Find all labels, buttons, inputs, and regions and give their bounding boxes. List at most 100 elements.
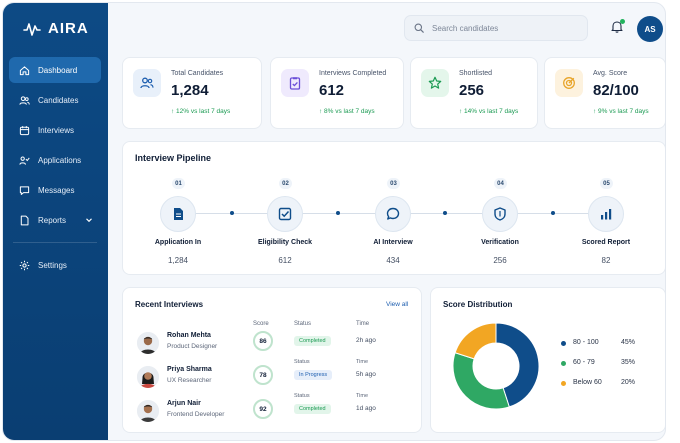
avatar: [137, 400, 159, 422]
bar-chart-icon: [601, 209, 612, 220]
logo[interactable]: AIRA: [23, 20, 89, 37]
step-name: Scored Report: [581, 239, 631, 246]
star-icon: [428, 76, 442, 89]
score-ring: 92: [253, 399, 273, 419]
step-icon-circle: [482, 196, 518, 232]
step-icon-circle: [375, 196, 411, 232]
stat-card-avg-score: Avg. Score 82/100 ↑ 9% vs last 7 days: [544, 57, 665, 129]
sidebar-item-interviews[interactable]: Interviews: [9, 117, 101, 143]
recent-interviews-card: Recent Interviews View all Score Status …: [122, 287, 422, 433]
sidebar-nav: Dashboard Candidates Interviews Applicat…: [9, 57, 101, 282]
sidebar-item-applications[interactable]: Applications: [9, 147, 101, 173]
donut-slice-1[interactable]: [495, 322, 540, 408]
stat-value: 82/100: [593, 82, 639, 99]
search-placeholder: Search candidates: [432, 23, 499, 33]
col-header-time: Time: [356, 321, 370, 327]
step-number: 03: [387, 178, 400, 189]
avatar: [137, 332, 159, 354]
main-content: Search candidates AS Total Candidates 1,…: [108, 3, 665, 440]
sidebar-item-label: Messages: [38, 185, 75, 195]
view-all-link[interactable]: View all: [386, 301, 409, 308]
table-row[interactable]: Status Time Arjun Nair Frontend Develope…: [127, 393, 403, 435]
sidebar-item-label: Applications: [38, 155, 82, 165]
pipeline-dot: [443, 211, 447, 215]
legend-label: Below 60: [573, 379, 602, 386]
pipeline-dot: [551, 211, 555, 215]
bell-icon: [611, 21, 623, 33]
sidebar-item-settings[interactable]: Settings: [9, 252, 101, 278]
score-ring: 78: [253, 365, 273, 385]
stat-trend: ↑ 14% vs last 7 days: [459, 108, 519, 115]
step-count: 256: [493, 256, 507, 265]
stat-label: Interviews Completed: [319, 70, 387, 77]
stat-card-shortlisted: Shortlisted 256 ↑ 14% vs last 7 days: [410, 57, 538, 129]
step-number: 04: [494, 178, 507, 189]
legend-label: 80 - 100: [573, 339, 599, 346]
user-avatar[interactable]: AS: [637, 16, 663, 42]
time-column-label: Time: [356, 359, 369, 365]
app-name: AIRA: [48, 20, 89, 37]
table-row[interactable]: Rohan Mehta Product Designer 86 Complete…: [127, 329, 403, 367]
donut-chart: [452, 322, 540, 410]
document-icon: [173, 208, 183, 220]
clipboard-check-icon: [289, 77, 301, 90]
sidebar-item-label: Reports: [38, 215, 67, 225]
step-name: Application In: [154, 239, 202, 246]
donut-slice-2[interactable]: [452, 352, 510, 410]
stat-label: Avg. Score: [593, 70, 628, 77]
sidebar-item-dashboard[interactable]: Dashboard: [9, 57, 101, 83]
sidebar-item-label: Dashboard: [38, 65, 78, 75]
search-input[interactable]: Search candidates: [404, 15, 588, 41]
stat-value: 256: [459, 82, 485, 99]
stat-icon-box: [281, 69, 309, 97]
step-icon-circle: [267, 196, 303, 232]
candidate-name: Priya Sharma: [167, 366, 212, 373]
pipeline-dot: [336, 211, 340, 215]
sidebar-item-candidates[interactable]: Candidates: [9, 87, 101, 113]
legend-percent: 20%: [621, 379, 636, 386]
sidebar-item-label: Interviews: [38, 125, 75, 135]
stat-card-interviews-completed: Interviews Completed 612 ↑ 8% vs last 7 …: [270, 57, 404, 129]
status-badge: Completed: [294, 336, 331, 346]
stat-label: Shortlisted: [459, 70, 493, 77]
stat-icon-box: [555, 69, 583, 97]
target-icon: [563, 77, 575, 89]
score-distribution-card: Score Distribution 80 - 100 45% 60 - 79 …: [430, 287, 665, 433]
users-icon: [19, 95, 30, 105]
applications-icon: [19, 156, 30, 165]
stat-trend: ↑ 12% vs last 7 days: [171, 108, 231, 115]
home-icon: [19, 65, 30, 75]
pipeline-title: Interview Pipeline: [135, 153, 212, 163]
candidate-role: Frontend Developer: [167, 411, 225, 418]
message-icon: [19, 185, 30, 195]
users-icon: [140, 77, 154, 89]
score-ring: 86: [253, 331, 273, 351]
candidate-role: Product Designer: [167, 343, 218, 350]
interview-pipeline-card: Interview Pipeline 01 Application In 1,2…: [122, 141, 665, 275]
status-badge: In Progress: [294, 370, 333, 380]
step-count: 434: [386, 256, 400, 265]
checkbox-icon: [278, 207, 292, 221]
step-number: 05: [600, 178, 613, 189]
donut-slice-3[interactable]: [454, 322, 497, 360]
stat-label: Total Candidates: [171, 70, 224, 77]
interview-time: 5h ago: [356, 371, 376, 378]
step-name: AI Interview: [373, 239, 413, 246]
avatar: [137, 366, 159, 388]
legend-dot: [561, 361, 566, 366]
sidebar-divider: [13, 242, 97, 243]
report-icon: [20, 215, 29, 225]
sidebar-item-reports[interactable]: Reports: [9, 207, 101, 233]
sidebar: AIRA Dashboard Candidates Interviews App…: [3, 3, 108, 440]
notification-button[interactable]: [611, 19, 625, 38]
step-icon-circle: [160, 196, 196, 232]
col-header-status: Status: [294, 321, 312, 327]
shield-icon: [494, 207, 506, 221]
table-row[interactable]: Status Time Priya Sharma UX Researcher 7…: [127, 359, 403, 401]
step-count: 612: [278, 256, 292, 265]
candidate-name: Rohan Mehta: [167, 332, 211, 339]
chevron-down-icon[interactable]: [85, 216, 93, 224]
status-column-label: Status: [294, 359, 310, 365]
chart-title: Score Distribution: [443, 300, 513, 309]
sidebar-item-messages[interactable]: Messages: [9, 177, 101, 203]
